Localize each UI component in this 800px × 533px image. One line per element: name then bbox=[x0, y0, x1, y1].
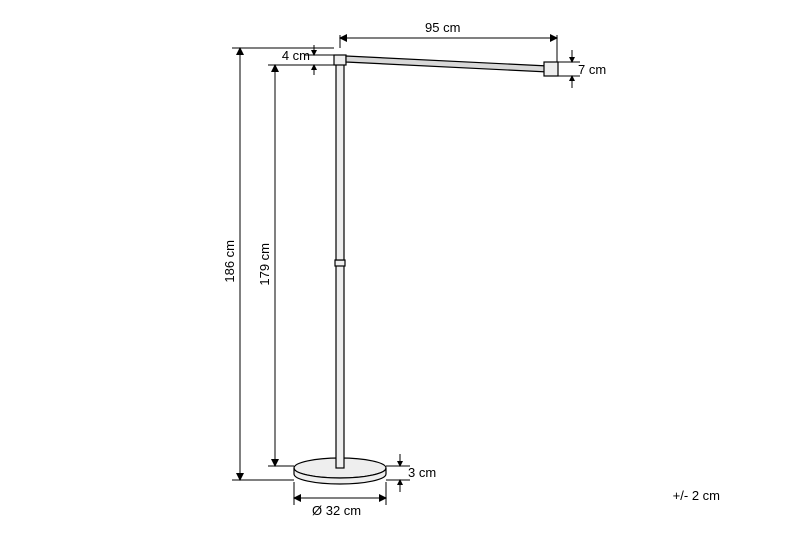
lamp-pole-joint bbox=[335, 260, 345, 266]
dimension-diagram: 95 cm 4 cm 7 cm 186 cm 179 cm 3 cm Ø 32 … bbox=[0, 0, 800, 533]
label-head-height: 7 cm bbox=[578, 62, 606, 77]
lamp-pivot bbox=[334, 55, 346, 65]
lamp-pole-lower bbox=[336, 265, 344, 468]
label-base-height: 3 cm bbox=[408, 465, 436, 480]
label-arm-length: 95 cm bbox=[425, 20, 460, 35]
label-base-diameter: Ø 32 cm bbox=[312, 503, 361, 518]
lamp-arm bbox=[346, 56, 548, 72]
lamp-svg bbox=[0, 0, 800, 533]
label-tolerance: +/- 2 cm bbox=[673, 488, 720, 503]
lamp-pole-upper bbox=[336, 63, 344, 260]
label-arm-drop: 4 cm bbox=[280, 48, 310, 63]
lamp-head bbox=[544, 62, 558, 76]
label-total-height: 186 cm bbox=[222, 240, 237, 283]
label-pole-height: 179 cm bbox=[257, 243, 272, 286]
